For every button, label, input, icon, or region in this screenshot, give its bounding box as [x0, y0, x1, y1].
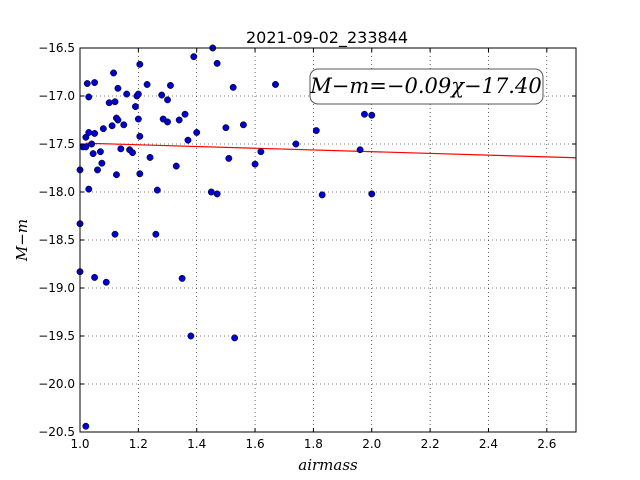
y-axis-label: M−m — [13, 219, 31, 262]
x-tick-label: 1.4 — [187, 437, 206, 451]
data-point — [251, 160, 259, 168]
data-point — [229, 83, 237, 91]
data-point — [166, 81, 174, 89]
data-point — [187, 332, 195, 340]
data-point — [213, 59, 221, 67]
data-point — [356, 146, 364, 154]
data-point — [222, 124, 230, 132]
data-point — [152, 230, 160, 238]
data-point — [94, 166, 101, 174]
y-tick-label: −19.0 — [38, 281, 75, 295]
data-point — [225, 154, 233, 162]
data-point — [158, 91, 166, 99]
x-tick-label: 1.2 — [129, 437, 148, 451]
x-tick-labels: 1.0 1.2 1.4 1.6 1.8 2.0 2.2 2.4 2.6 — [70, 437, 556, 451]
data-point — [120, 121, 128, 129]
data-point — [193, 129, 201, 136]
data-point — [88, 140, 96, 148]
data-point — [134, 115, 142, 123]
data-point — [108, 122, 116, 130]
data-point — [113, 171, 120, 179]
data-point — [368, 190, 376, 198]
data-point — [175, 116, 183, 124]
data-point — [96, 148, 104, 156]
y-tick-label: −19.5 — [38, 329, 75, 343]
data-point — [85, 93, 93, 101]
x-tick-label: 2.2 — [421, 437, 440, 451]
data-point — [117, 145, 125, 153]
data-point — [89, 150, 97, 158]
y-tick-label: −20.5 — [38, 425, 75, 439]
data-point — [91, 129, 99, 137]
data-point — [368, 111, 376, 119]
data-point — [111, 98, 119, 106]
data-point — [231, 334, 239, 342]
data-point — [184, 136, 192, 144]
data-point — [134, 90, 142, 98]
data-point — [164, 118, 171, 126]
data-point — [129, 149, 136, 157]
data-points — [76, 44, 376, 430]
data-point — [99, 125, 107, 133]
x-tick-label: 2.4 — [479, 437, 498, 451]
data-point — [181, 110, 189, 118]
data-point — [136, 170, 144, 178]
data-point — [272, 81, 279, 88]
data-point — [83, 80, 91, 87]
y-tick-label: −16.5 — [38, 41, 75, 55]
data-point — [85, 129, 93, 136]
y-tick-label: −18.0 — [38, 185, 75, 199]
chart-title: 2021-09-02_233844 — [246, 28, 408, 48]
data-point — [213, 190, 221, 198]
data-point — [136, 60, 144, 68]
y-tick-label: −17.0 — [38, 89, 75, 103]
data-point — [172, 162, 180, 170]
data-point — [91, 79, 99, 87]
data-point — [318, 191, 326, 199]
data-point — [361, 110, 368, 118]
fit-annotation: M−m=−0.09χ−17.40 — [309, 68, 544, 105]
fit-line-path — [85, 142, 577, 159]
data-point — [143, 81, 151, 88]
data-point — [110, 69, 118, 77]
data-point — [111, 230, 119, 238]
data-point — [178, 274, 186, 282]
data-point — [91, 273, 99, 281]
data-point — [85, 185, 93, 193]
data-point — [190, 53, 198, 61]
data-point — [82, 422, 90, 430]
data-point — [98, 159, 106, 167]
annotation-box — [309, 68, 544, 105]
x-tick-label: 2.0 — [362, 437, 381, 451]
x-tick-label: 1.0 — [70, 437, 89, 451]
data-point — [105, 99, 113, 107]
data-point — [146, 153, 154, 161]
data-point — [136, 132, 144, 140]
x-tick-label: 1.8 — [304, 437, 323, 451]
fit-equation: M−m=−0.09χ−17.40 — [309, 74, 541, 98]
fit-line — [85, 142, 577, 159]
data-point — [207, 188, 215, 196]
data-point — [257, 148, 265, 156]
x-tick-label: 2.6 — [537, 437, 556, 451]
data-point — [164, 96, 171, 104]
data-point — [153, 186, 161, 194]
x-tick-label: 1.6 — [246, 437, 265, 451]
data-point — [239, 121, 247, 129]
x-axis-label: airmass — [298, 456, 358, 474]
data-point — [123, 90, 131, 98]
data-point — [292, 140, 300, 148]
y-tick-label: −20.0 — [38, 377, 75, 391]
data-point — [102, 278, 110, 286]
y-tick-label: −17.5 — [38, 137, 75, 151]
axis-ticks — [79, 47, 576, 433]
data-point — [82, 143, 90, 151]
data-point — [114, 116, 122, 124]
data-point — [131, 103, 139, 111]
y-tick-label: −18.5 — [38, 233, 75, 247]
y-tick-labels: −16.5 −17.0 −17.5 −18.0 −18.5 −19.0 −19.5 −20.0… — [38, 41, 75, 439]
data-point — [312, 127, 320, 135]
data-point — [114, 84, 122, 92]
